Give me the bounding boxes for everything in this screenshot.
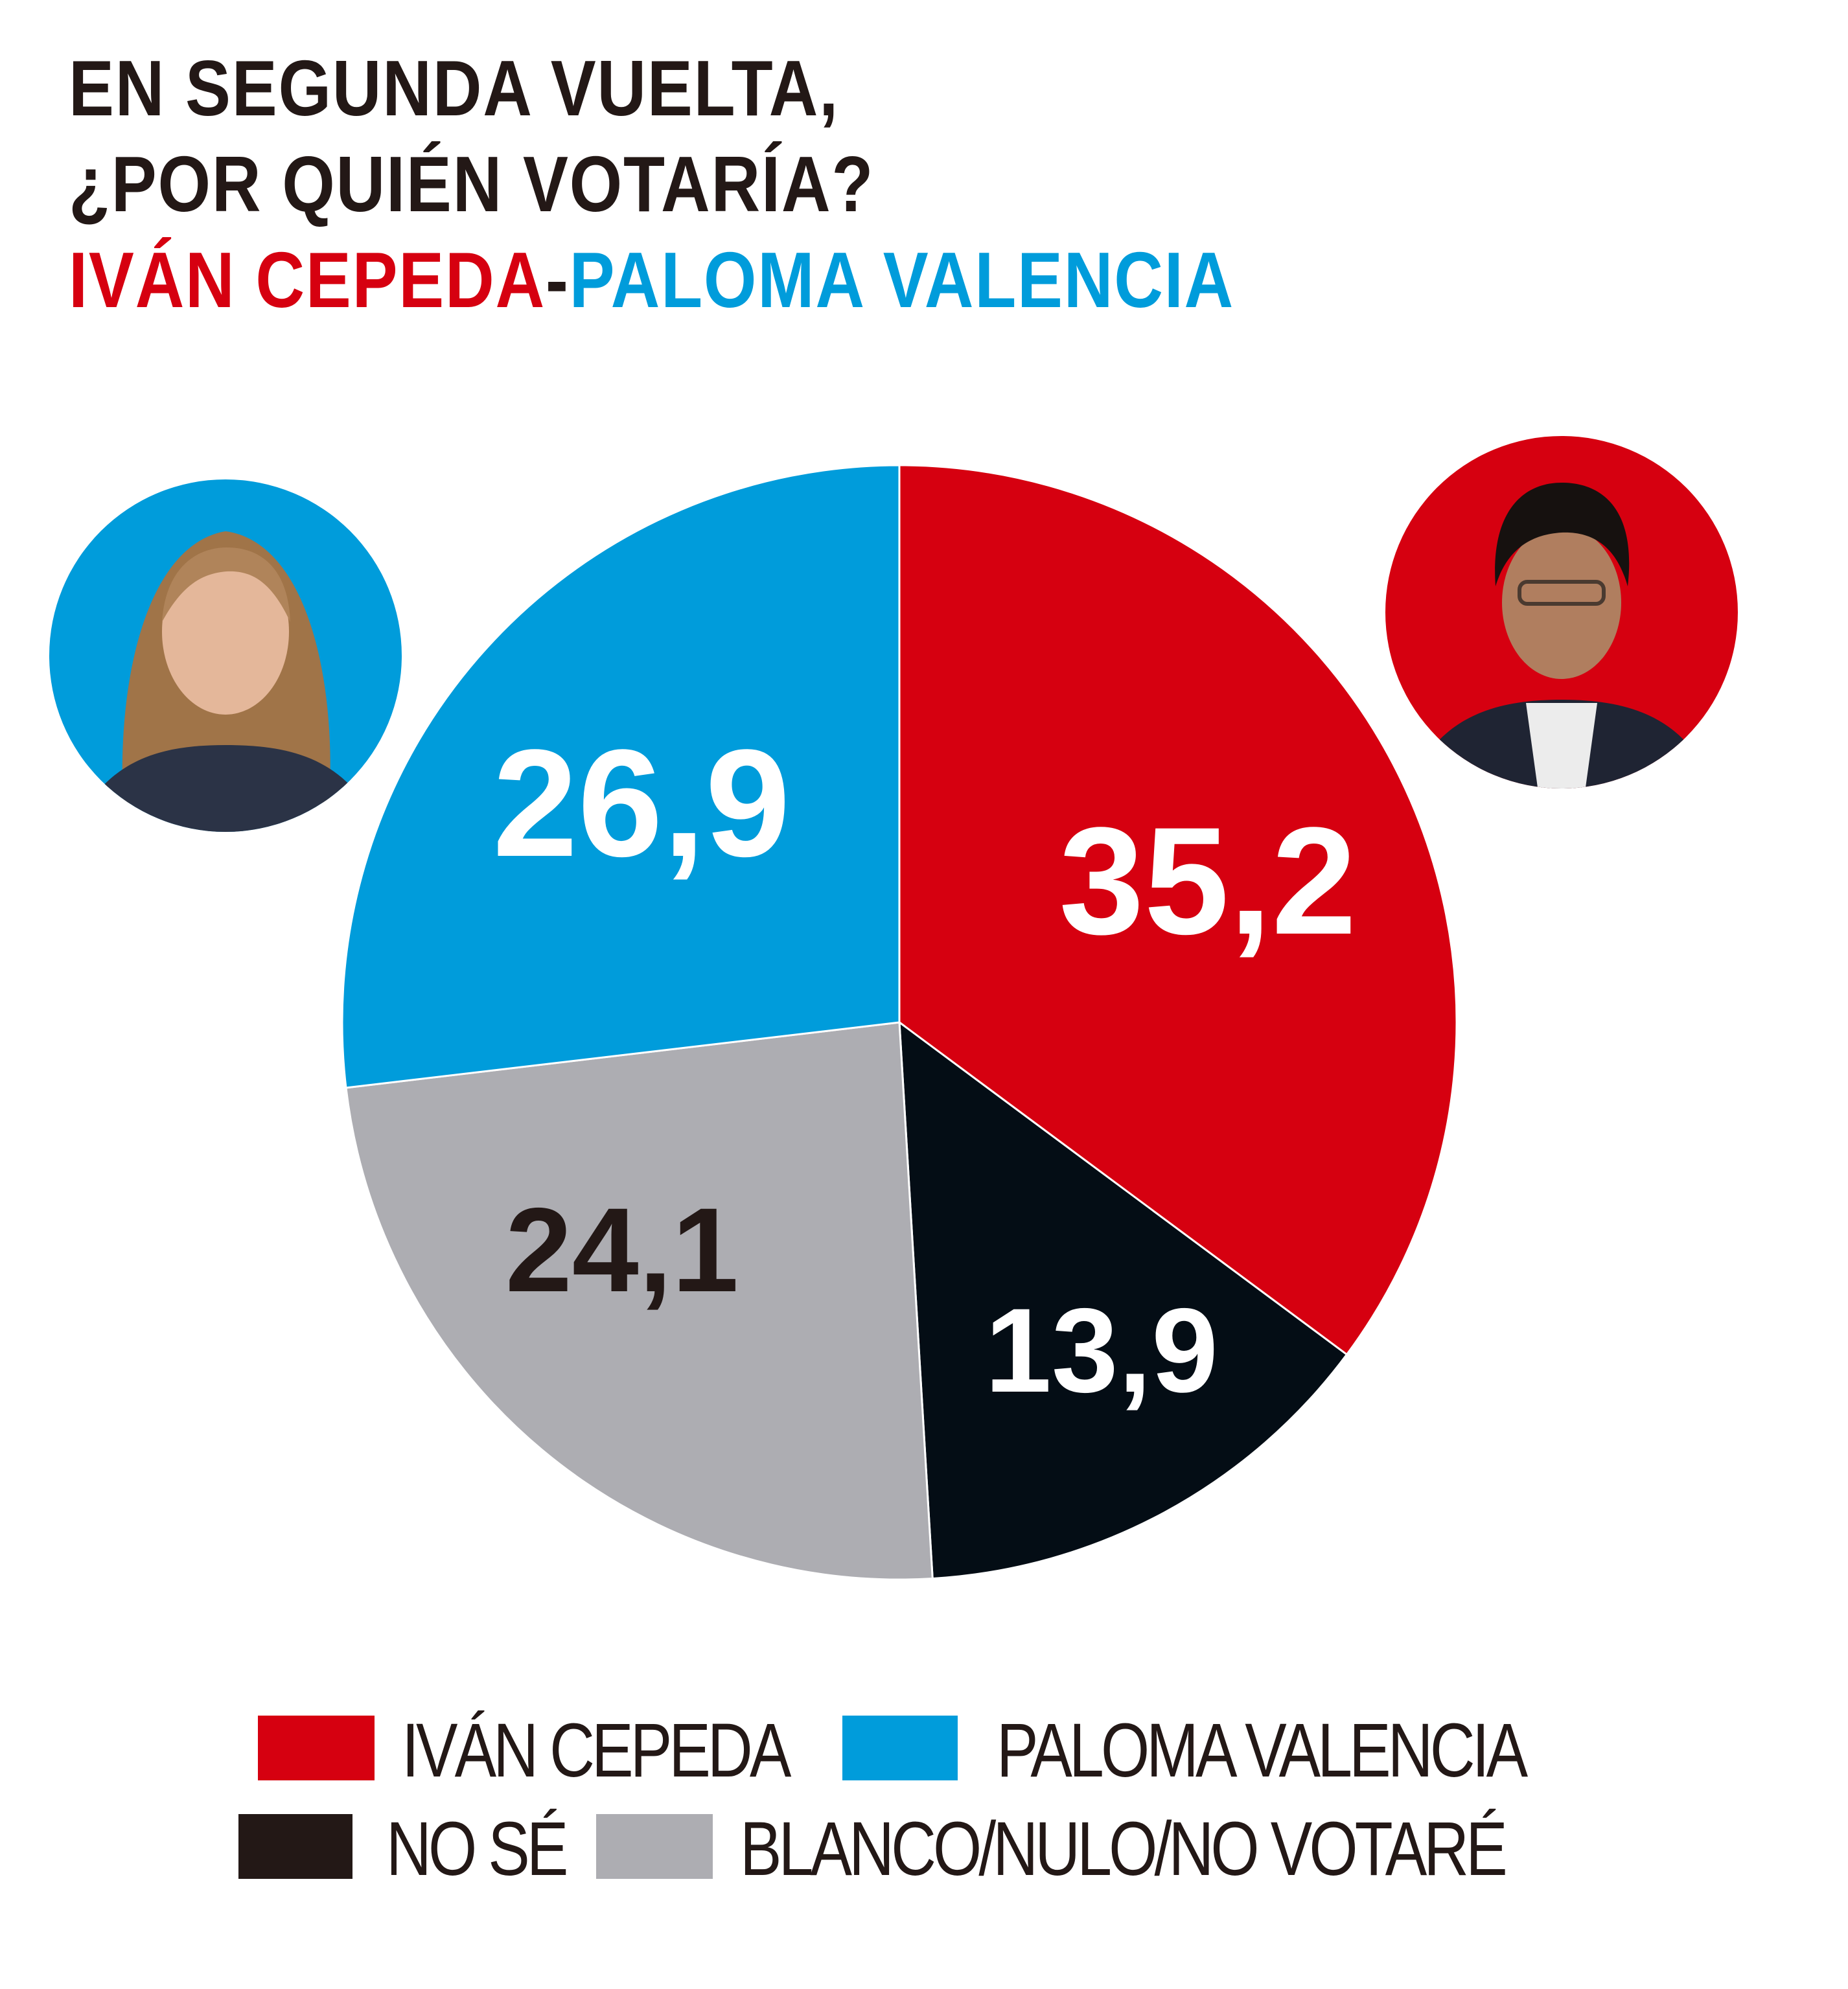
title-line-3: IVÁN CEPEDA-PALOMA VALENCIA <box>69 232 1234 328</box>
legend-swatch-no-se <box>238 1814 352 1879</box>
ivan-cepeda-photo <box>1385 436 1738 788</box>
ivan-shirt <box>1526 703 1597 788</box>
pie-data-label-0: 35,2 <box>1059 796 1356 967</box>
legend-swatch-blanco-nulo <box>596 1814 713 1879</box>
pie-slices <box>341 464 1458 1581</box>
pie-data-label-3: 26,9 <box>492 718 790 889</box>
title-line-1: EN SEGUNDA VUELTA, <box>69 44 840 132</box>
legend-label-ivan-cepeda: IVÁN CEPEDA <box>402 1708 791 1793</box>
legend-swatch-paloma-valencia <box>842 1716 958 1780</box>
pie-slice-no-s <box>898 1020 1348 1580</box>
legend-label-blanco-nulo: BLANCO/NULO/NO VOTARÉ <box>740 1806 1508 1892</box>
paloma-bangs <box>162 547 290 622</box>
pie-slice-iv-n-cepeda <box>898 464 1458 1356</box>
paloma-shoulders <box>71 745 382 832</box>
title-candidate-b: PALOMA VALENCIA <box>569 236 1235 324</box>
ivan-glasses <box>1518 580 1606 606</box>
pie-slice-blanco-nulo-no-votar <box>345 1021 934 1581</box>
pie-data-label-2: 24,1 <box>505 1184 739 1317</box>
paloma-valencia-photo <box>49 479 402 832</box>
chart-title: EN SEGUNDA VUELTA, ¿POR QUIÉN VOTARÍA? I… <box>69 40 1234 328</box>
paloma-face <box>162 549 289 715</box>
legend-label-no-se: NO SÉ <box>386 1806 568 1892</box>
title-separator: - <box>545 236 570 324</box>
legend-label-paloma-valencia: PALOMA VALENCIA <box>997 1708 1528 1793</box>
pie-data-label-1: 13,9 <box>985 1284 1218 1418</box>
title-line-2: ¿POR QUIÉN VOTARÍA? <box>69 140 875 228</box>
pie-slice-paloma-valencia <box>341 464 901 1089</box>
legend-swatch-ivan-cepeda <box>258 1716 375 1780</box>
title-candidate-a: IVÁN CEPEDA <box>69 236 546 324</box>
pie-data-labels: 35,2 13,9 24,1 26,9 <box>492 718 1356 1418</box>
ivan-hair <box>1495 483 1630 586</box>
